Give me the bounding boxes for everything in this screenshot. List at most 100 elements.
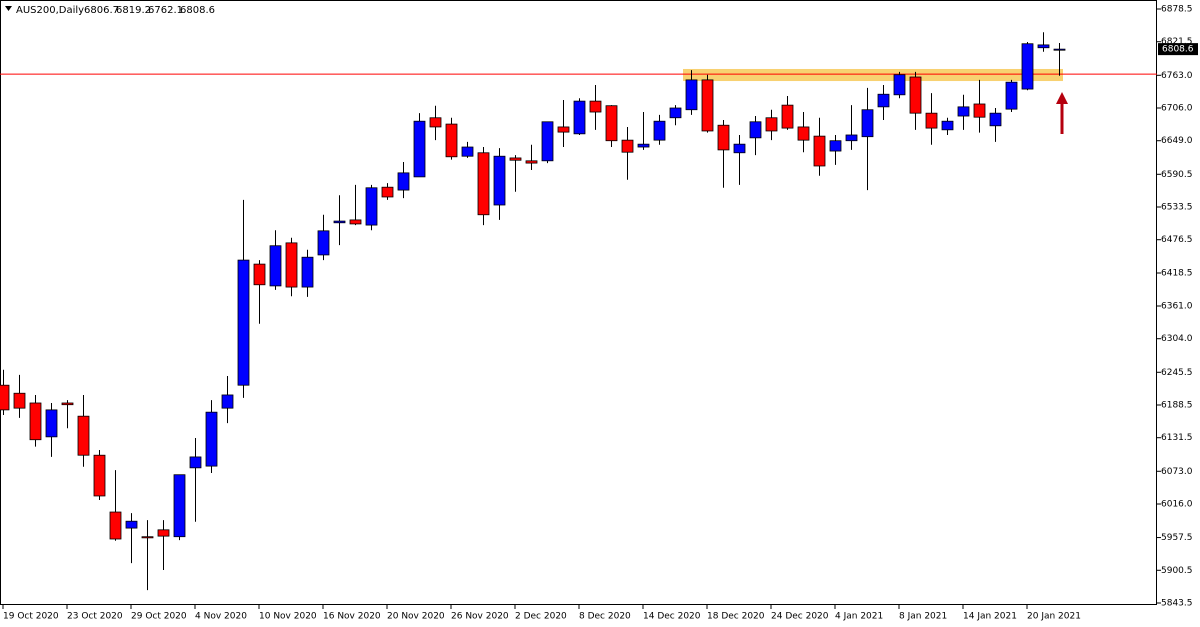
resistance-zone [683, 68, 1063, 82]
x-tick-label: 20 Jan 2021 [1027, 612, 1081, 622]
candle-body [461, 146, 474, 157]
candle-body [973, 103, 986, 118]
candle-body [829, 140, 842, 152]
x-tick-label: 8 Jan 2021 [899, 612, 947, 622]
header-close: 6808.6 [180, 5, 215, 16]
y-tick-label: 6245.5 [1161, 368, 1193, 378]
candle-body [477, 152, 490, 216]
y-tick-label: 6131.5 [1161, 433, 1193, 443]
candle-body [733, 143, 746, 154]
candle-body [381, 186, 394, 198]
candle-body [189, 456, 202, 469]
candle-body [573, 100, 586, 135]
header-low: 6762.1 [148, 5, 183, 16]
y-tick-label: 6533.5 [1161, 203, 1193, 213]
y-tick-label: 5843.5 [1161, 598, 1193, 608]
candle-body [269, 245, 282, 287]
candle-body [845, 134, 858, 142]
x-tick-label: 23 Oct 2020 [67, 612, 123, 622]
arrow [1056, 92, 1068, 134]
candle-body [541, 121, 554, 162]
candle-body [397, 172, 410, 191]
chart-title: AUS200,Daily [16, 5, 84, 16]
candle-body [237, 259, 250, 386]
candle-body [173, 474, 186, 538]
candle-body [637, 143, 650, 148]
candle-body [285, 242, 298, 288]
y-tick-label: 6304.0 [1161, 334, 1193, 344]
x-tick-label: 14 Jan 2021 [963, 612, 1017, 622]
x-tick-label: 29 Oct 2020 [131, 612, 187, 622]
candle-body [685, 79, 698, 111]
candle-body [445, 123, 458, 158]
candle-body [205, 411, 218, 467]
y-tick-label: 6821.5 [1161, 37, 1193, 47]
candle-body [525, 160, 538, 164]
candle-body [589, 100, 602, 113]
x-tick-label: 24 Dec 2020 [771, 612, 829, 622]
candle-body [349, 219, 362, 225]
candle-body [941, 120, 954, 131]
y-tick-label: 6016.0 [1161, 499, 1193, 509]
candle-body [669, 107, 682, 119]
x-tick-label: 26 Nov 2020 [451, 612, 509, 622]
candle-body [1005, 81, 1018, 110]
candle-body [717, 124, 730, 151]
x-tick-label: 4 Nov 2020 [195, 612, 247, 622]
candle-body [29, 402, 42, 441]
candle-body [157, 529, 170, 537]
candle-body [109, 511, 122, 540]
y-tick-label: 5957.5 [1161, 533, 1193, 543]
candle-body [557, 126, 570, 133]
candle-body [0, 384, 10, 411]
candle-body [797, 126, 810, 141]
y-tick-label: 6590.5 [1161, 170, 1193, 180]
candle-body [141, 536, 154, 539]
x-tick-label: 14 Dec 2020 [643, 612, 701, 622]
price-label: 6808.6 [1162, 45, 1194, 55]
candle-body [605, 105, 618, 142]
candle-body [61, 402, 74, 406]
header-icon [5, 6, 12, 11]
candle-body [861, 109, 874, 138]
candle-body [893, 74, 906, 96]
candle-body [1037, 44, 1050, 49]
candle-body [989, 112, 1002, 127]
candle-body [1053, 48, 1066, 51]
candle-body [813, 135, 826, 167]
y-tick-label: 6073.0 [1161, 467, 1193, 477]
price-label-box [1158, 43, 1198, 56]
x-tick-label: 8 Dec 2020 [579, 612, 631, 622]
y-tick-label: 6418.5 [1161, 269, 1193, 279]
y-tick-label: 6476.5 [1161, 235, 1193, 245]
candle-body [909, 76, 922, 114]
x-tick-label: 16 Nov 2020 [323, 612, 381, 622]
candle-body [701, 79, 714, 132]
y-tick-label: 6763.0 [1161, 71, 1193, 81]
candle-body [317, 230, 330, 256]
x-tick-label: 4 Jan 2021 [835, 612, 883, 622]
candle-body [77, 415, 90, 456]
x-tick-label: 18 Dec 2020 [707, 612, 765, 622]
header-open: 6806.7 [84, 5, 119, 16]
x-tick-label: 2 Dec 2020 [515, 612, 567, 622]
candle-body [493, 155, 506, 206]
candle-body [653, 120, 666, 141]
candle-body [301, 256, 314, 288]
candle-body [365, 187, 378, 226]
y-tick-label: 6361.0 [1161, 302, 1193, 312]
y-tick-label: 6188.5 [1161, 400, 1193, 410]
header-high: 6819.2 [116, 5, 151, 16]
candle-body [253, 263, 266, 286]
candle-body [781, 104, 794, 129]
candle-body [429, 117, 442, 128]
candle-body [621, 139, 634, 153]
candle-body [925, 112, 938, 129]
y-tick-label: 5900.5 [1161, 566, 1193, 576]
candle-body [413, 120, 426, 178]
candle-body [221, 394, 234, 409]
y-tick-label: 6706.0 [1161, 104, 1193, 114]
candle-body [93, 454, 106, 497]
y-tick-label: 6649.0 [1161, 136, 1193, 146]
